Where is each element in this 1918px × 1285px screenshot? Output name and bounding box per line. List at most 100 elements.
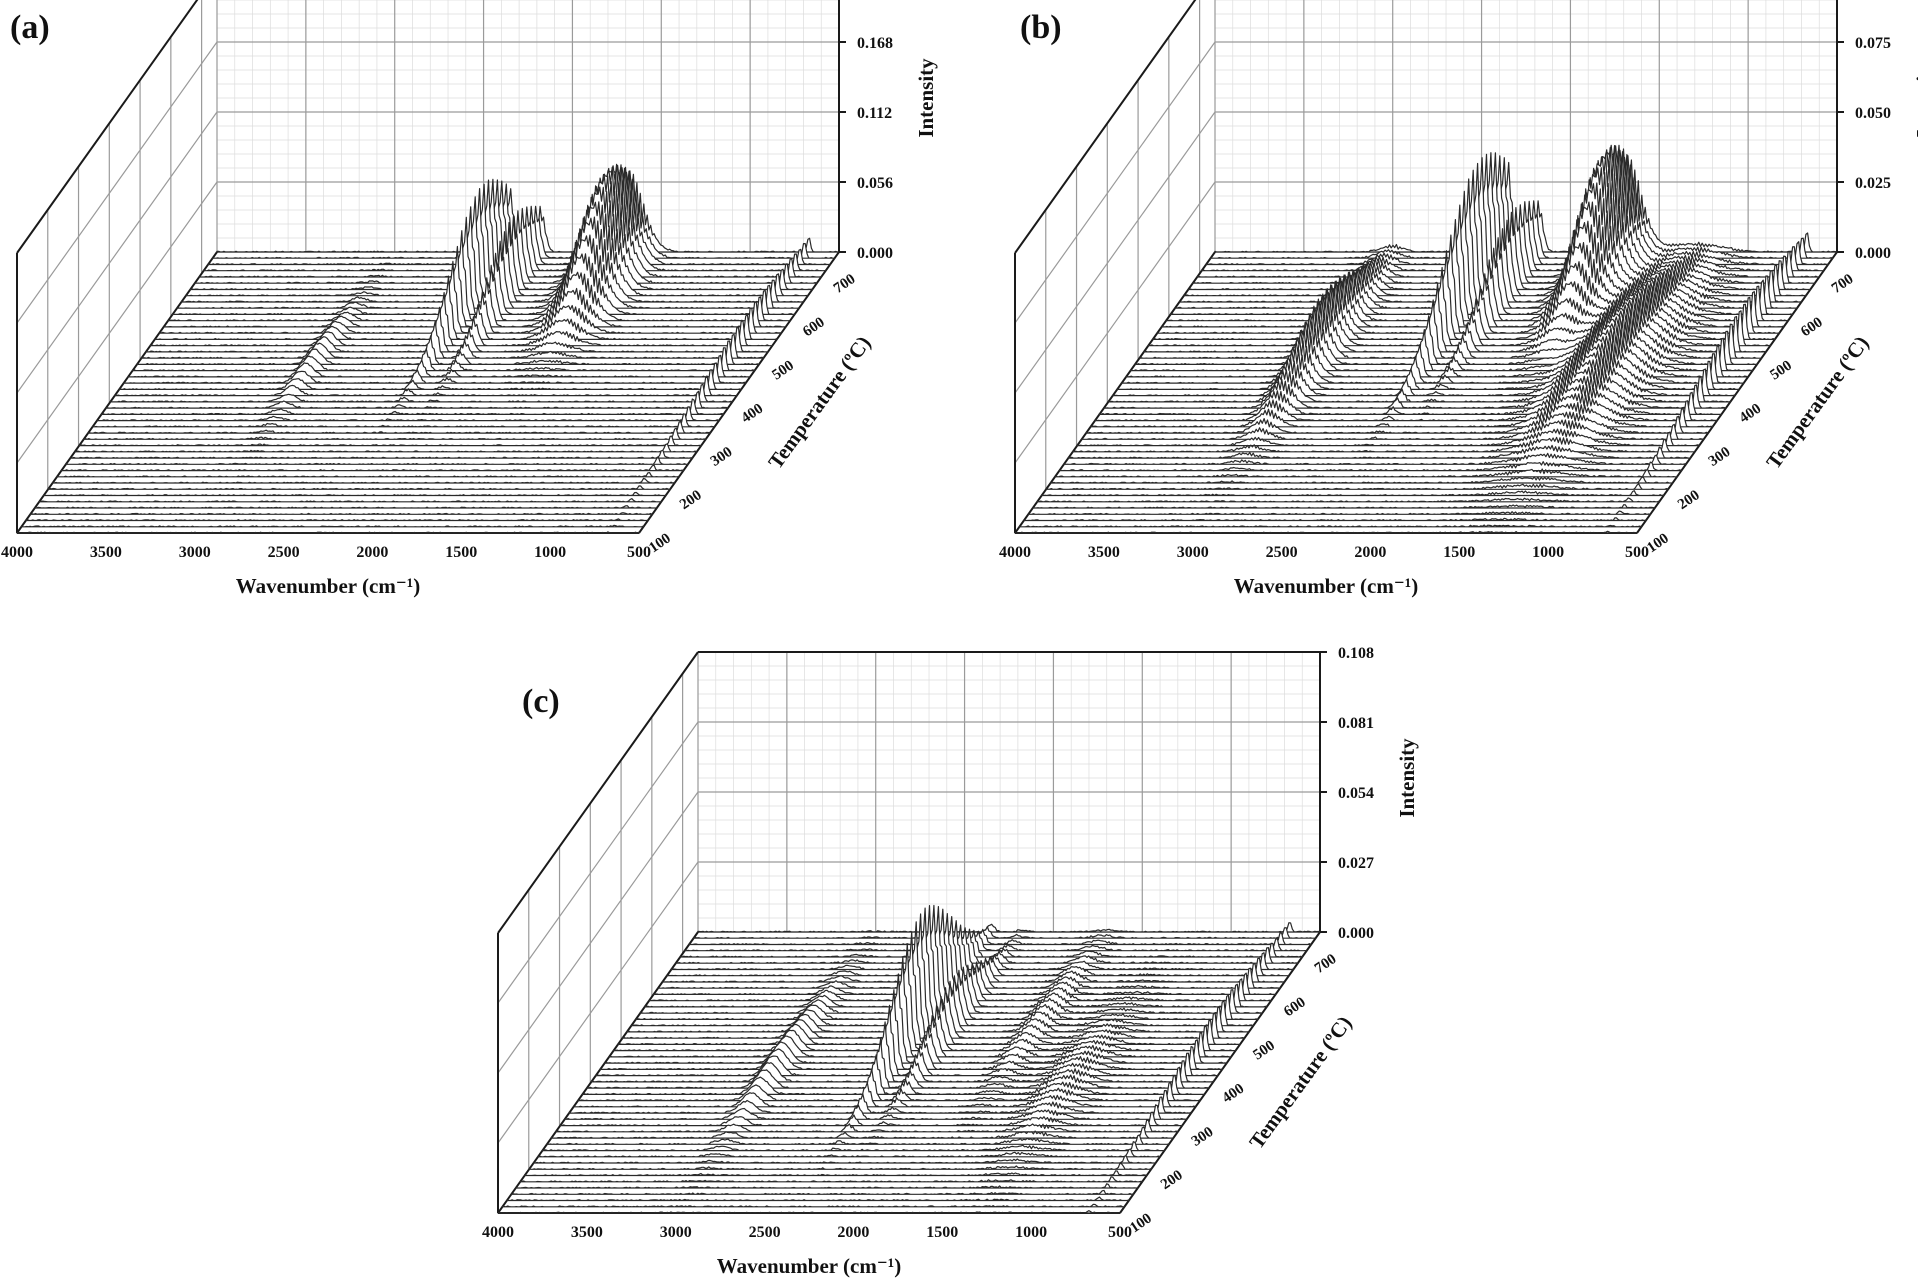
spectrum-line <box>1027 510 1651 515</box>
spectrum-line <box>132 347 756 372</box>
spectrum-line <box>1050 476 1674 484</box>
spectrum-line <box>127 354 751 378</box>
spectrum-line <box>528 1162 1152 1170</box>
spectrum-line <box>510 1189 1134 1195</box>
spectrum-line <box>537 1148 1161 1158</box>
x-tick-label: 1500 <box>445 544 477 561</box>
z-tick-label: 600 <box>800 314 828 340</box>
spectrum-line <box>114 376 738 397</box>
spectrum-line <box>56 472 680 478</box>
spectrum-line <box>515 1183 1139 1189</box>
y-tick-label: 0.050 <box>1855 105 1891 122</box>
x-tick-label: 3000 <box>179 544 211 561</box>
spectrum-line <box>20 524 644 528</box>
x-tick-label: 2000 <box>1354 544 1386 561</box>
z-tick-label: 600 <box>1281 994 1309 1020</box>
z-tick-label: 300 <box>1706 444 1734 470</box>
y-tick-label: 0.168 <box>857 35 893 52</box>
spectrum-line <box>1041 490 1665 497</box>
spectrum-line <box>100 398 724 415</box>
x-tick-label: 3500 <box>1088 544 1120 561</box>
spectrum-line <box>123 362 747 384</box>
spectrum-line <box>96 406 720 422</box>
spectrum-line <box>497 1210 1121 1214</box>
spectrum-line <box>140 320 764 359</box>
spectrum-line <box>105 390 729 409</box>
spectrum-line <box>688 928 1312 946</box>
y-tick-label: 0.000 <box>1855 245 1891 262</box>
x-axis-title: Wavenumber (cm⁻¹) <box>717 1254 901 1278</box>
spectrum-line <box>1036 497 1660 503</box>
z-axis-title: Temperature (ºC) <box>763 331 875 473</box>
x-tick-label: 1000 <box>1015 1224 1047 1241</box>
left-wall-grid <box>1014 0 1216 534</box>
x-tick-label: 3000 <box>660 1224 692 1241</box>
spectrum-line <box>524 1170 1148 1177</box>
z-axis-title: Temperature (ºC) <box>1761 331 1873 473</box>
x-tick-label: 1500 <box>1443 544 1475 561</box>
z-tick-label: 200 <box>1675 487 1703 513</box>
spectrum-line <box>546 1134 1170 1145</box>
spectrum-line <box>25 518 649 522</box>
y-axis-title: Intensity <box>1395 738 1419 818</box>
spectrum-line <box>697 922 1321 933</box>
spectrum-line <box>38 498 662 503</box>
x-tick-label: 2500 <box>749 1224 781 1241</box>
x-tick-label: 4000 <box>1 544 33 561</box>
spectrum-line <box>581 1054 1205 1095</box>
y-tick-label: 0.112 <box>857 105 892 122</box>
spectrum-line <box>149 292 773 347</box>
y-tick-label: 0.108 <box>1338 645 1374 662</box>
spectrum-line <box>109 383 733 403</box>
x-tick-label: 500 <box>1108 1224 1132 1241</box>
x-tick-label: 1000 <box>1532 544 1564 561</box>
panel-label: (b) <box>1020 9 1062 46</box>
spectrum-line <box>74 443 698 453</box>
panel-label: (c) <box>522 683 560 720</box>
spectrum-line <box>43 491 667 497</box>
z-tick-label: 700 <box>1312 951 1340 977</box>
spectrum-line <box>16 531 640 534</box>
y-tick-label: 0.075 <box>1855 35 1891 52</box>
x-tick-label: 4000 <box>482 1224 514 1241</box>
left-wall-grid <box>497 651 699 1214</box>
z-tick-label: 700 <box>1829 271 1857 297</box>
spectrum-line <box>586 1038 1210 1089</box>
spectrum-line <box>559 1111 1183 1127</box>
spectrum-line <box>1045 483 1669 490</box>
panel-b: 4000 3500 3000 2500 2000 1500 1000 500 Wavenumbe… <box>999 0 1918 598</box>
spectrum-line <box>83 427 707 440</box>
spectrum-line <box>60 464 684 472</box>
spectrum-line <box>1032 504 1656 509</box>
spectrum-line <box>52 477 676 484</box>
x-tick-label: 500 <box>1625 544 1649 561</box>
y-tick-label: 0.025 <box>1855 175 1891 192</box>
spectra-series <box>1014 144 1838 534</box>
spectrum-line <box>541 1141 1165 1152</box>
spectrum-line <box>92 413 716 428</box>
spectrum-line <box>533 1155 1157 1164</box>
spectrum-line <box>501 1203 1125 1208</box>
spectrum-line <box>145 306 769 353</box>
panel-a: 4000 3500 3000 2500 2000 1500 1000 500 Wavenumbe… <box>1 0 938 598</box>
spectrum-line <box>34 505 658 509</box>
y-axis-title: Intensity <box>914 58 938 138</box>
y-tick-label: 0.056 <box>857 175 893 192</box>
x-tick-label: 4000 <box>999 544 1031 561</box>
spectrum-line <box>590 1021 1214 1083</box>
spectrum-line <box>1054 468 1678 478</box>
x-tick-label: 2500 <box>1266 544 1298 561</box>
z-tick-label: 200 <box>1158 1167 1186 1193</box>
spectrum-line <box>577 1068 1201 1102</box>
spectrum-line <box>69 449 693 459</box>
z-axis-title: Temperature (ºC) <box>1244 1011 1356 1153</box>
spectrum-line <box>118 369 742 390</box>
x-axis-title: Wavenumber (cm⁻¹) <box>236 574 420 598</box>
left-wall-grid <box>16 0 218 534</box>
z-tick-label: 400 <box>1220 1081 1248 1107</box>
spectrum-line <box>1014 530 1638 534</box>
x-tick-label: 2000 <box>356 544 388 561</box>
spectrum-line <box>1023 517 1647 522</box>
spectrum-line <box>29 512 653 515</box>
spectrum-line <box>136 335 760 365</box>
